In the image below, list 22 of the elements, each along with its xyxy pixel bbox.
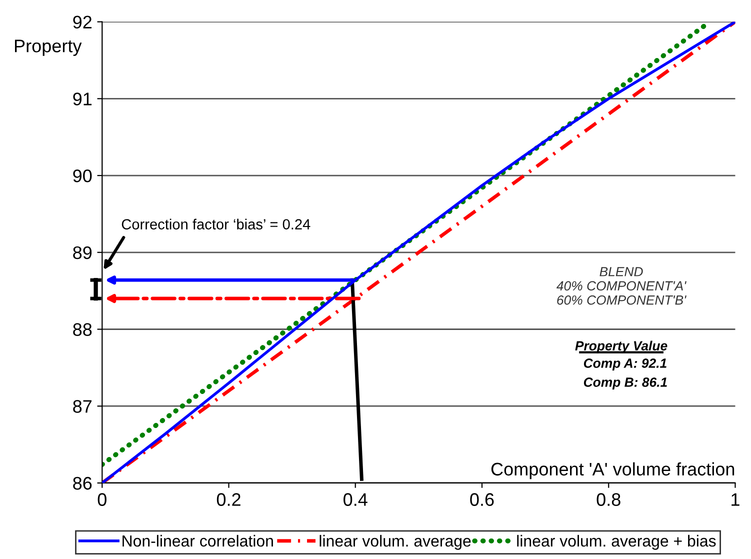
legend-label: linear volum. average + bias — [517, 534, 716, 550]
y-tick-label: 88 — [73, 323, 92, 336]
x-axis-title: Component 'A' volume fraction — [491, 462, 734, 480]
annotation: Property Value — [575, 340, 668, 354]
y-tick-label: 90 — [73, 169, 92, 182]
x-tick-label: 0.6 — [470, 493, 494, 506]
legend-label: linear volum. average — [320, 534, 471, 550]
x-tick-label: 1 — [732, 493, 740, 506]
x-tick-label: 0.4 — [344, 493, 368, 506]
y-tick-label: 91 — [73, 92, 92, 106]
annotation: Correction factor ‘bias’ = 0.24 — [122, 218, 310, 230]
x-tick-label: 0 — [98, 493, 106, 506]
y-tick-label: 87 — [73, 400, 92, 413]
y-tick-label: 86 — [73, 476, 92, 490]
y-tick-label: 89 — [73, 246, 92, 260]
y-axis-title: Property — [15, 40, 82, 56]
x-tick-label: 0.8 — [596, 493, 620, 506]
annotation: BLEND 40% COMPONENT'A' 60% COMPONENT'B' — [556, 267, 686, 305]
legend-label: Non-linear correlation — [122, 534, 273, 547]
annotation: Comp A: 92.1 Comp B: 86.1 — [584, 358, 667, 390]
x-tick-label: 0.2 — [216, 493, 240, 506]
y-tick-label: 92 — [73, 16, 92, 29]
